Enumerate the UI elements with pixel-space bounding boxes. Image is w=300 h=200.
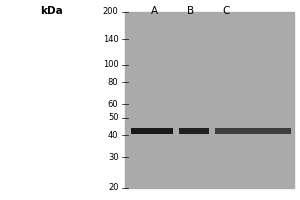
Text: 100: 100 [103,60,118,69]
Text: 140: 140 [103,35,118,44]
Text: C: C [223,6,230,16]
Text: 60: 60 [108,100,119,109]
Text: 40: 40 [108,131,119,140]
Text: A: A [151,6,158,16]
Bar [178,128,208,134]
Text: 30: 30 [108,153,119,162]
Text: 80: 80 [108,78,119,87]
Text: kDa: kDa [40,6,63,16]
Text: B: B [187,6,194,16]
Bar [130,128,172,134]
Bar [124,12,294,188]
Text: 50: 50 [108,113,119,122]
Bar [214,128,291,134]
Text: 200: 200 [103,7,118,17]
Text: 20: 20 [108,184,119,192]
